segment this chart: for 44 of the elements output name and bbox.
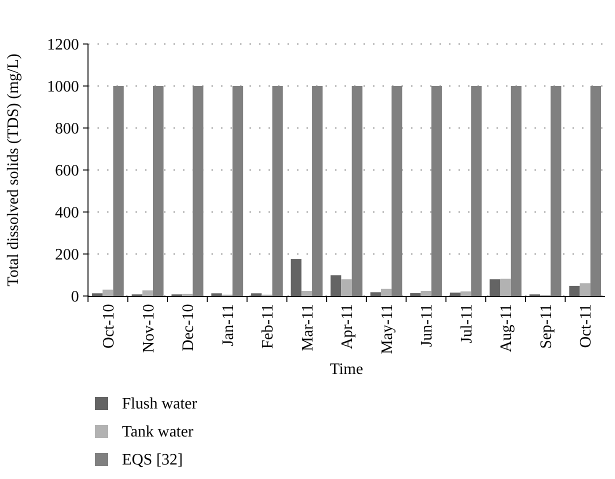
bar — [500, 278, 511, 296]
bar — [102, 290, 114, 296]
bar — [92, 293, 103, 296]
x-tick-label: Aug-11 — [498, 304, 516, 352]
legend-label: EQS [32] — [122, 452, 183, 469]
x-tick-label: Jul-11 — [458, 304, 476, 344]
y-tick-label: 800 — [55, 120, 79, 138]
x-tick-label: Sep-11 — [538, 304, 555, 349]
bar — [410, 293, 421, 296]
y-tick-label: 600 — [55, 162, 79, 180]
bar — [460, 291, 472, 296]
x-tick-label: May-11 — [378, 304, 396, 354]
bar — [251, 293, 262, 296]
y-tick-label: 200 — [55, 246, 79, 264]
x-tick-label: Mar-11 — [299, 304, 316, 352]
bar — [330, 275, 342, 296]
y-tick-label: 1000 — [47, 78, 79, 96]
bar — [569, 286, 580, 296]
x-tick-label: Dec-10 — [180, 304, 198, 352]
x-tick-label: Jan-11 — [220, 304, 237, 346]
bar — [211, 293, 222, 296]
bar — [301, 290, 312, 296]
bar — [450, 292, 461, 296]
x-tick-label: Jun-11 — [418, 304, 436, 347]
bar — [142, 290, 153, 296]
bar — [420, 290, 432, 296]
x-tick-label: Feb-11 — [260, 304, 277, 349]
x-tick-label: Oct-11 — [578, 304, 595, 348]
x-tick-label: Nov-10 — [140, 304, 158, 353]
y-tick-label: 400 — [55, 204, 79, 222]
legend-label: Flush water — [122, 396, 198, 413]
x-axis-title: Time — [330, 361, 364, 378]
y-axis-title: Total dissolved solids (TDS) (mg/L) — [5, 54, 22, 286]
x-tick-label: Apr-11 — [339, 304, 356, 350]
bar — [370, 292, 381, 296]
y-tick-label: 1200 — [47, 36, 79, 54]
bar — [580, 283, 590, 296]
x-tick-label: Oct-10 — [100, 304, 118, 348]
legend-label: Tank water — [122, 424, 194, 441]
bar — [341, 279, 352, 296]
bar — [490, 279, 500, 296]
bar — [380, 288, 392, 296]
y-tick-label: 0 — [71, 288, 79, 306]
bar — [290, 259, 302, 296]
